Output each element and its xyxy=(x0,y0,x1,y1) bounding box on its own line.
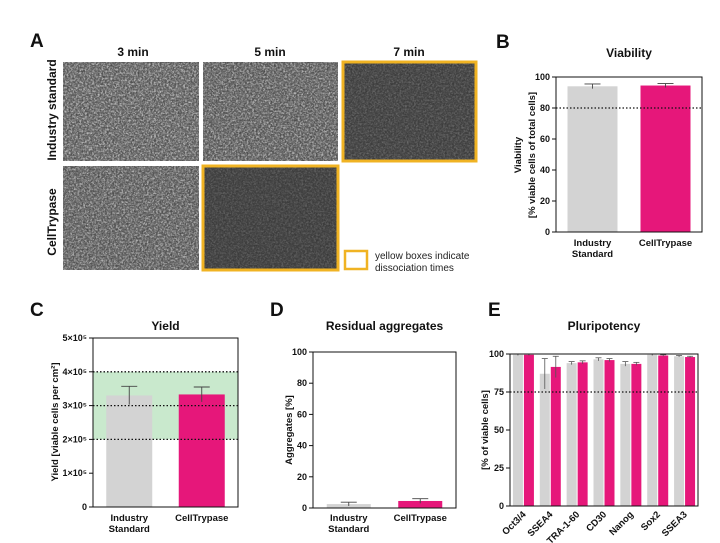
chart-residual-aggregates: D Residual aggregates Aggregates [%] Indust… xyxy=(270,300,457,535)
col-header-5min: 5 min xyxy=(254,45,285,59)
y-tick-label-d-1: 20 xyxy=(297,472,307,482)
bar-e-s1-3 xyxy=(604,360,615,506)
bar-c-0 xyxy=(106,395,153,507)
plot-frame-c xyxy=(92,337,239,508)
plot-frame-e xyxy=(509,353,699,507)
y-tick-label-d-5: 100 xyxy=(292,347,307,357)
bar-d-0 xyxy=(326,504,371,508)
row-label-industry-standard: Industry standard xyxy=(45,59,59,160)
bar-e-s0-0 xyxy=(512,354,523,506)
chart-title-c: Yield xyxy=(151,319,179,333)
y-tick-label-b-5: 100 xyxy=(535,72,550,82)
plot-frame-b xyxy=(555,76,703,233)
y-tick-label-b-4: 80 xyxy=(540,103,550,113)
chart-pluripotency: E Pluripotency [% of viable cells] Oct3/4 SS… xyxy=(480,300,699,543)
y-tick-label-b-1: 20 xyxy=(540,196,550,206)
y-axis-label-d-0: Aggregates [%] xyxy=(284,395,295,465)
bar-e-s1-4 xyxy=(631,363,642,506)
bar-e-s0-1 xyxy=(539,373,550,506)
bar-e-s0-6 xyxy=(674,356,685,506)
category-label-b-1-0: CellTrypase xyxy=(639,238,692,249)
category-label-e-3: CD30 xyxy=(584,509,609,534)
y-tick-label-b-2: 40 xyxy=(540,165,550,175)
panel-letter-e: E xyxy=(488,300,501,321)
chart-title-d: Residual aggregates xyxy=(326,319,444,333)
col-header-7min: 7 min xyxy=(393,45,424,59)
y-tick-label-d-0: 0 xyxy=(302,503,307,513)
y-tick-label-d-2: 40 xyxy=(297,441,307,451)
y-tick-label-e-0: 0 xyxy=(499,501,504,511)
category-label-e-6: SSEA3 xyxy=(660,509,690,539)
category-label-c-1-0: CellTrypase xyxy=(175,513,228,524)
category-label-b-0-1: Standard xyxy=(572,249,613,260)
panel-a: A 3 min 5 min 7 min Industry standard Ce… xyxy=(30,31,478,274)
y-axis-label-c-0: Yield [viable cells per cm²] xyxy=(50,363,61,482)
y-tick-label-b-0: 0 xyxy=(545,227,550,237)
category-label-e-4: Nanog xyxy=(607,509,636,538)
chart-yield: C Yield Yield [viable cells per cm²] Indust… xyxy=(30,300,239,535)
col-header-3min: 3 min xyxy=(117,45,148,59)
y-tick-label-c-2: 2×10⁵ xyxy=(63,434,88,444)
plot-frame-d xyxy=(312,351,457,509)
bar-e-s1-6 xyxy=(685,357,696,506)
category-label-d-0-0: Industry xyxy=(330,513,368,524)
row-label-celltrypase: CellTrypase xyxy=(45,188,59,256)
y-tick-label-c-4: 4×10⁵ xyxy=(63,367,88,377)
y-tick-label-b-3: 60 xyxy=(540,134,550,144)
bar-e-s0-3 xyxy=(593,359,604,506)
bar-e-s1-0 xyxy=(523,354,534,506)
micrograph-industry-7min xyxy=(343,62,476,161)
bar-e-s1-2 xyxy=(577,362,588,506)
category-label-e-0: Oct3/4 xyxy=(500,509,529,538)
chart-title-b: Viability xyxy=(606,46,652,60)
y-axis-label-b-1: [% viable cells of total cells] xyxy=(527,92,538,218)
bar-e-s1-5 xyxy=(658,355,669,506)
y-tick-label-e-4: 100 xyxy=(489,349,504,359)
bar-c-1 xyxy=(178,394,225,507)
category-label-c-0-1: Standard xyxy=(109,524,150,535)
y-tick-label-c-0: 0 xyxy=(82,502,87,512)
bar-e-s0-2 xyxy=(566,363,577,506)
y-tick-label-e-1: 25 xyxy=(494,463,504,473)
y-tick-label-c-1: 1×10⁵ xyxy=(63,468,88,478)
bar-e-s1-1 xyxy=(550,366,561,506)
chart-title-e: Pluripotency xyxy=(568,319,641,333)
legend-text-line2: dissociation times xyxy=(375,263,454,274)
category-label-d-0-1: Standard xyxy=(328,524,369,535)
y-tick-label-d-4: 80 xyxy=(297,378,307,388)
bar-e-s0-4 xyxy=(620,363,631,506)
highlight-box-celltrypase-5min xyxy=(201,164,340,272)
bar-b-0 xyxy=(567,86,618,232)
micrograph-industry-5min xyxy=(203,62,338,161)
y-tick-label-c-5: 5×10⁵ xyxy=(63,333,88,343)
panel-letter-c: C xyxy=(30,300,44,321)
y-tick-label-e-3: 75 xyxy=(494,387,504,397)
micrograph-celltrypase-5min xyxy=(203,166,338,270)
y-axis-label-b-0: Viability xyxy=(513,136,524,173)
panel-letter-a: A xyxy=(30,31,44,52)
micrograph-industry-3min xyxy=(63,62,199,161)
category-label-d-1-0: CellTrypase xyxy=(394,513,447,524)
y-axis-label-e-0: [% of viable cells] xyxy=(480,390,491,470)
legend-text-line1: yellow boxes indicate xyxy=(375,251,470,262)
micrograph-celltrypase-3min xyxy=(63,166,199,270)
category-label-c-0-0: Industry xyxy=(111,513,149,524)
bar-e-s0-5 xyxy=(647,354,658,506)
bar-b-1 xyxy=(640,85,691,233)
highlight-box-industry-7min xyxy=(341,60,478,163)
y-tick-label-e-2: 50 xyxy=(494,425,504,435)
y-tick-label-d-3: 60 xyxy=(297,409,307,419)
panel-letter-b: B xyxy=(496,32,510,53)
category-label-b-0-0: Industry xyxy=(574,238,612,249)
category-label-e-5: Sox2 xyxy=(639,509,663,533)
bar-d-1 xyxy=(398,500,443,508)
panel-letter-d: D xyxy=(270,300,284,321)
y-tick-label-c-3: 3×10⁵ xyxy=(63,401,88,411)
legend-yellow-box xyxy=(343,249,369,271)
